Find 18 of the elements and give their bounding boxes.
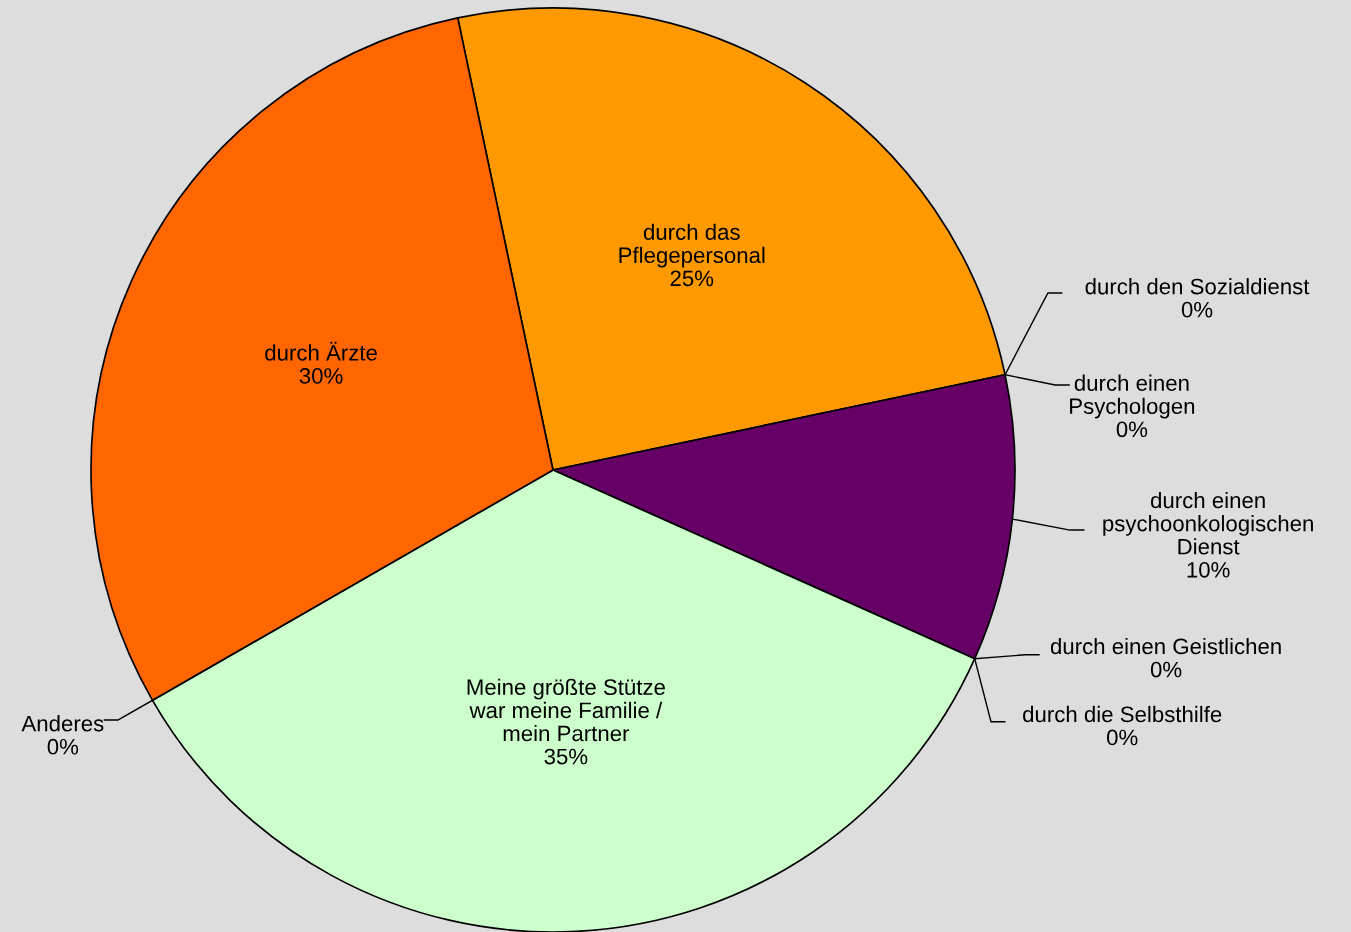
category-label: durch den Sozialdienst — [1085, 278, 1310, 295]
slice-label: Meine größte Stütze war meine Familie / mein Partner — [467, 678, 665, 742]
slice-label: durch Ärzte — [265, 341, 377, 361]
slice-label: durch einen psychoonkologischen Dienst — [1103, 491, 1313, 555]
data-label: 30% — [299, 368, 343, 384]
data-label: 10% — [1187, 561, 1230, 578]
text: 0% — [1150, 661, 1182, 678]
category-label: durch die Selbsthilfe — [1023, 705, 1222, 723]
text: 0% — [1181, 301, 1213, 318]
text: 0% — [1116, 421, 1148, 438]
legend-label: durch einen Geistlichen — [1050, 637, 1281, 655]
text: 0% — [1106, 729, 1138, 746]
category-label: Anderes — [21, 715, 104, 732]
slice-label: durch das Pflegepersonal — [619, 223, 765, 268]
legend-label: durch einen Psychologen — [1070, 374, 1195, 419]
text: 0% — [47, 738, 79, 755]
data-label: 35% — [544, 748, 588, 765]
data-label: 25% — [670, 270, 714, 287]
